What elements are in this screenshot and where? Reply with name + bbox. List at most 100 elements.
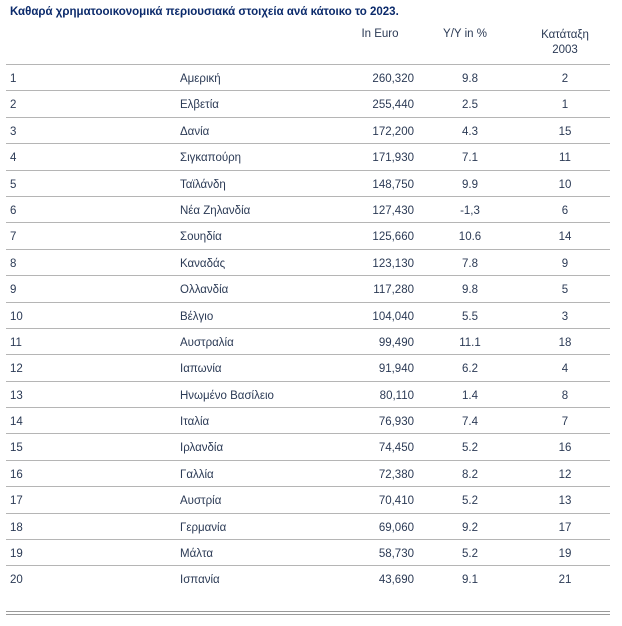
- cell-rank-2003: 14: [558, 231, 572, 244]
- cell-yy: 6.2: [462, 363, 478, 376]
- table-row: 9 Ολλανδία 117,280 9.8 5: [6, 275, 610, 301]
- column-header-rank-2003: Κατάταξη 2003: [520, 28, 610, 58]
- cell-yy: 5.2: [462, 442, 478, 455]
- cell-euro: 69,060: [378, 521, 414, 534]
- cell-euro: 76,930: [378, 416, 414, 429]
- table-row: 16 Γαλλία 72,380 8.2 12: [6, 459, 610, 486]
- column-header-rank-year: 2003: [552, 44, 578, 56]
- cell-yy: 9.2: [462, 521, 478, 534]
- cell-rank: 16: [10, 468, 23, 481]
- column-header-rank-label: Κατάταξη: [541, 29, 589, 41]
- cell-euro: 91,940: [378, 363, 414, 376]
- cell-rank: 6: [10, 204, 17, 217]
- cell-country: Ολλανδία: [180, 284, 229, 297]
- cell-rank: 18: [10, 521, 23, 534]
- cell-yy: 1.4: [462, 389, 478, 402]
- cell-rank-2003: 1: [561, 99, 569, 112]
- cell-country: Σουηδία: [180, 231, 222, 244]
- cell-euro: 260,320: [372, 73, 414, 85]
- table-row: 14 Ιταλία 76,930 7.4 7: [6, 407, 610, 433]
- cell-rank-2003: 21: [558, 574, 572, 587]
- cell-euro: 72,380: [378, 468, 414, 481]
- cell-rank: 9: [10, 284, 17, 297]
- cell-country: Καναδάς: [180, 257, 226, 270]
- cell-yy: 5.2: [462, 495, 478, 508]
- cell-euro: 99,490: [378, 336, 414, 349]
- table-row: 5 Ταϊλάνδη 148,750 9.9 10: [6, 169, 610, 196]
- table-row: 4 Σιγκαπούρη 171,930 7.1 11: [6, 143, 610, 169]
- cell-rank-2003: 3: [561, 310, 569, 323]
- cell-yy: 7.1: [462, 152, 478, 165]
- cell-country: Ιταλία: [180, 416, 210, 429]
- cell-country: Γαλλία: [180, 468, 214, 481]
- cell-rank-2003: 5: [561, 284, 569, 297]
- table-row: 12 Ιαπωνία 91,940 6.2 4: [6, 354, 610, 380]
- table-row: 17 Αυστρία 70,410 5.2 13: [6, 486, 610, 512]
- column-header-euro: In Euro: [361, 28, 399, 40]
- cell-country: Αυστραλία: [180, 336, 234, 349]
- cell-country: Ταϊλάνδη: [180, 178, 226, 191]
- cell-rank-2003: 13: [558, 495, 572, 508]
- cell-country: Ελβετία: [180, 99, 219, 112]
- cell-yy: -1,3: [460, 204, 480, 217]
- cell-rank: 19: [10, 548, 23, 561]
- cell-yy: 9.1: [462, 574, 478, 587]
- cell-rank-2003: 11: [559, 152, 571, 165]
- cell-yy: 7.8: [462, 257, 478, 270]
- cell-country: Σιγκαπούρη: [180, 152, 242, 165]
- cell-euro: 255,440: [372, 99, 414, 112]
- cell-country: Γερμανία: [180, 521, 227, 534]
- table-row: 6 Νέα Ζηλανδία 127,430 -1,3 6: [6, 195, 610, 222]
- table-row: 10 Βέλγιο 104,040 5.5 3: [6, 301, 610, 328]
- column-header-yy: Y/Y in %: [443, 28, 487, 40]
- cell-rank: 7: [10, 231, 17, 244]
- cell-euro: 58,730: [378, 548, 414, 561]
- cell-rank: 13: [10, 389, 23, 402]
- table-row: 18 Γερμανία 69,060 9.2 17: [6, 512, 610, 539]
- cell-rank: 10: [10, 310, 23, 323]
- cell-rank: 2: [10, 99, 17, 112]
- cell-rank-2003: 9: [561, 257, 569, 270]
- cell-rank: 1: [10, 73, 17, 85]
- cell-euro: 117,280: [373, 284, 414, 297]
- cell-rank: 12: [10, 363, 23, 376]
- table-row: 13 Ηνωμένο Βασίλειο 80,110 1.4 8: [6, 380, 610, 407]
- cell-yy: 7.4: [462, 416, 478, 429]
- cell-rank: 5: [10, 178, 17, 191]
- cell-euro: 127,430: [372, 204, 414, 217]
- table-row: 15 Ιρλανδία 74,450 5.2 16: [6, 433, 610, 459]
- cell-yy: 2.5: [462, 99, 478, 112]
- table-body: 1 Αμερική 260,320 9.8 2 2 Ελβετία 255,440 2.5 1 3 Δ…: [6, 64, 610, 592]
- cell-euro: 43,690: [378, 574, 414, 587]
- cell-rank-2003: 17: [558, 521, 572, 534]
- cell-country: Νέα Ζηλανδία: [180, 204, 251, 217]
- cell-euro: 80,110: [379, 389, 414, 402]
- cell-rank: 8: [10, 257, 17, 270]
- cell-yy: 5.2: [462, 548, 478, 561]
- cell-country: Ισπανία: [180, 574, 220, 587]
- cell-yy: 11.1: [459, 336, 481, 349]
- cell-country: Ηνωμένο Βασίλειο: [180, 389, 274, 402]
- table-row: 11 Αυστραλία 99,490 11.1 18: [6, 327, 610, 354]
- table-row: 20 Ισπανία 43,690 9.1 21: [6, 565, 610, 591]
- table-row: 19 Μάλτα 58,730 5.2 19: [6, 539, 610, 565]
- cell-country: Ιρλανδία: [180, 442, 224, 455]
- table-row: 1 Αμερική 260,320 9.8 2: [6, 64, 610, 90]
- table-header: In Euro Y/Y in % Κατάταξη 2003: [0, 28, 610, 64]
- cell-rank-2003: 4: [561, 363, 569, 376]
- cell-country: Βέλγιο: [180, 310, 214, 323]
- cell-euro: 171,930: [372, 152, 414, 165]
- table-row: 2 Ελβετία 255,440 2.5 1: [6, 90, 610, 116]
- cell-rank-2003: 18: [558, 336, 572, 349]
- cell-yy: 8.2: [462, 468, 478, 481]
- cell-rank: 11: [10, 336, 22, 349]
- cell-euro: 148,750: [372, 178, 414, 191]
- table-row: 3 Δανία 172,200 4.3 15: [6, 116, 610, 143]
- cell-rank-2003: 12: [558, 468, 572, 481]
- cell-country: Μάλτα: [180, 548, 214, 561]
- table-bottom-rule: [6, 611, 610, 615]
- cell-euro: 172,200: [372, 125, 414, 138]
- cell-rank-2003: 2: [561, 73, 569, 85]
- table-row: 8 Καναδάς 123,130 7.8 9: [6, 248, 610, 275]
- cell-rank: 4: [10, 152, 17, 165]
